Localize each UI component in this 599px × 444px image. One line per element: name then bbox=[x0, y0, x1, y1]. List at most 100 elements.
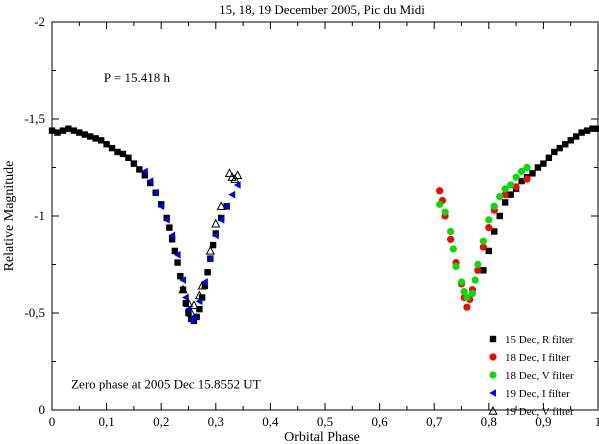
legend-marker bbox=[489, 335, 497, 343]
data-point bbox=[189, 300, 199, 309]
data-point bbox=[471, 276, 479, 284]
y-tick-label: -1 bbox=[34, 208, 45, 223]
data-point bbox=[463, 293, 471, 302]
series-3 bbox=[141, 167, 241, 325]
data-point bbox=[556, 144, 563, 152]
data-point bbox=[485, 216, 493, 224]
axes: 0 0,1 0,2 0,3 0,4 0,5 0,6 0,7 0,8 0,9 1 0 -0,5 -1 -1,5… bbox=[24, 14, 599, 429]
y-tick-label: -2 bbox=[34, 14, 45, 29]
data-point bbox=[173, 251, 181, 259]
data-point bbox=[209, 241, 217, 249]
data-point bbox=[125, 154, 132, 161]
legend-label: 18 Dec, I filter bbox=[505, 352, 570, 364]
data-point bbox=[233, 170, 243, 179]
x-tick-label: 0,3 bbox=[208, 414, 224, 429]
data-point bbox=[168, 236, 176, 243]
legend-label: 19 Dec, V filter bbox=[505, 406, 574, 418]
data-point bbox=[523, 163, 531, 172]
legend-marker bbox=[489, 371, 497, 379]
data-point bbox=[507, 181, 515, 189]
data-point bbox=[87, 133, 94, 140]
data-point bbox=[174, 259, 181, 266]
series-0 bbox=[48, 125, 599, 324]
data-point bbox=[551, 148, 558, 156]
legend-marker bbox=[489, 389, 496, 397]
data-point bbox=[182, 300, 189, 307]
data-point bbox=[179, 286, 187, 293]
data-point bbox=[201, 278, 208, 286]
data-point bbox=[216, 201, 226, 210]
data-point bbox=[501, 185, 509, 193]
data-point bbox=[205, 245, 215, 255]
legend-marker bbox=[488, 405, 498, 415]
data-point bbox=[212, 231, 219, 240]
data-point bbox=[485, 247, 492, 255]
data-point bbox=[567, 137, 574, 144]
data-point bbox=[181, 293, 189, 302]
data-point bbox=[578, 129, 585, 136]
data-point bbox=[517, 167, 526, 175]
data-point bbox=[171, 247, 179, 255]
data-point bbox=[206, 254, 214, 263]
data-point bbox=[195, 297, 203, 306]
data-marks bbox=[48, 125, 599, 325]
data-point bbox=[168, 231, 176, 240]
data-point bbox=[474, 260, 482, 269]
data-point bbox=[545, 154, 553, 161]
chart-title: 15, 18, 19 December 2005, Pic du Midi bbox=[219, 2, 425, 17]
data-point bbox=[114, 148, 121, 156]
data-point bbox=[108, 144, 116, 152]
y-axis-label: Relative Magnitude bbox=[2, 161, 17, 272]
y-tick-label: 0 bbox=[39, 402, 46, 417]
data-point bbox=[141, 172, 149, 179]
data-point bbox=[507, 191, 514, 198]
data-point bbox=[222, 202, 230, 211]
data-point bbox=[224, 168, 235, 178]
data-point bbox=[490, 202, 498, 210]
zero-phase-annotation: Zero phase at 2005 Dec 15.8552 UT bbox=[71, 377, 261, 392]
legend-label: 18 Dec, V filter bbox=[505, 370, 574, 382]
data-point bbox=[540, 160, 547, 167]
data-point bbox=[512, 173, 520, 181]
series-4 bbox=[178, 168, 243, 317]
data-point bbox=[157, 202, 165, 211]
data-point bbox=[449, 245, 457, 253]
data-point bbox=[92, 135, 99, 142]
data-point bbox=[501, 191, 509, 199]
x-tick-label: 0,4 bbox=[262, 414, 279, 429]
x-tick-label: 0,2 bbox=[153, 414, 169, 429]
data-point bbox=[496, 212, 503, 220]
data-point bbox=[452, 262, 460, 271]
data-point bbox=[479, 237, 487, 245]
data-point bbox=[594, 125, 599, 132]
data-point bbox=[59, 127, 67, 134]
data-point bbox=[65, 125, 72, 132]
data-point bbox=[518, 177, 525, 185]
data-point bbox=[70, 127, 78, 134]
data-point bbox=[186, 307, 196, 317]
data-point bbox=[436, 187, 444, 195]
legend: 15 Dec, R filter 18 Dec, I filter 18 Dec, … bbox=[488, 334, 574, 418]
x-tick-label: 0,9 bbox=[535, 414, 551, 429]
data-point bbox=[512, 183, 520, 191]
data-point bbox=[187, 316, 195, 325]
data-point bbox=[183, 298, 194, 307]
data-point bbox=[177, 272, 184, 280]
data-point bbox=[185, 309, 192, 317]
data-point bbox=[479, 243, 487, 251]
data-point bbox=[201, 282, 209, 290]
data-point bbox=[496, 193, 504, 201]
data-point bbox=[534, 164, 542, 171]
data-point bbox=[166, 224, 173, 231]
data-point bbox=[119, 150, 127, 158]
data-point bbox=[529, 170, 536, 177]
data-point bbox=[491, 228, 498, 235]
x-tick-label: 0,8 bbox=[481, 414, 497, 429]
data-point bbox=[457, 278, 466, 286]
data-point bbox=[190, 313, 197, 321]
x-tick-label: 0,7 bbox=[426, 414, 443, 429]
data-point bbox=[194, 290, 205, 300]
data-point bbox=[523, 175, 531, 183]
x-tick-label: 0,6 bbox=[371, 414, 388, 429]
